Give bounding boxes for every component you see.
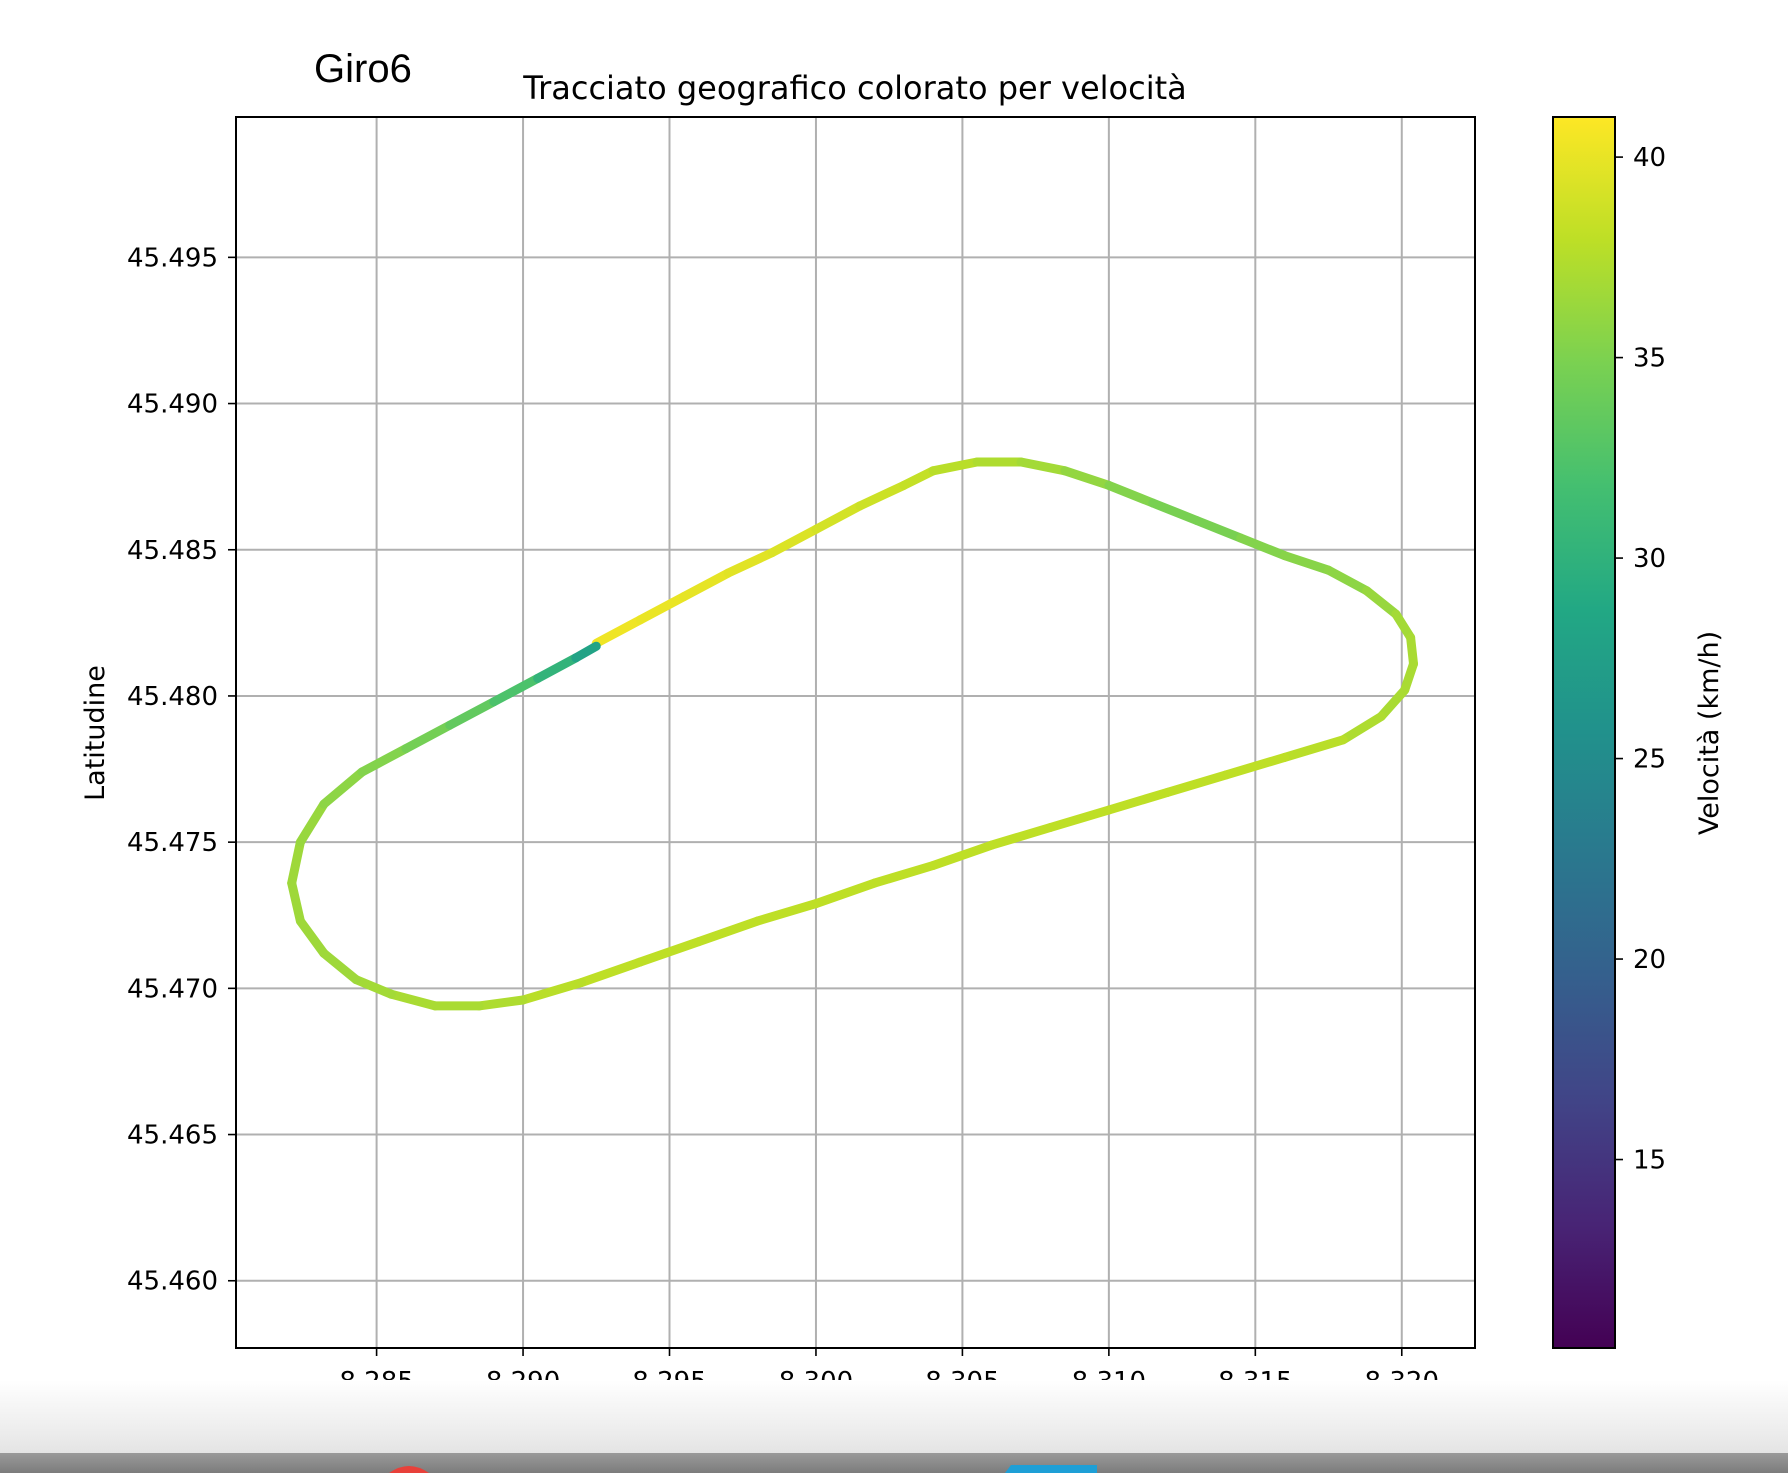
track-segment: [987, 823, 1055, 850]
track-segment: [287, 878, 305, 926]
track-segment: [1362, 586, 1401, 619]
track-segment: [1016, 457, 1070, 476]
track-segment: [1324, 565, 1372, 596]
track-segment: [1236, 533, 1290, 561]
track-segment: [723, 548, 777, 578]
track-segment: [811, 878, 879, 909]
colorbar-tick-label: 25: [1633, 745, 1666, 775]
speed-track: [287, 457, 1418, 1011]
y-tick-label: 45.475: [127, 828, 218, 858]
blue-dock-icon[interactable]: [1005, 1465, 1097, 1473]
track-segment: [899, 466, 938, 490]
track-segment: [694, 916, 762, 947]
track-segment: [445, 697, 499, 730]
track-segment: [870, 861, 938, 888]
track-segment: [571, 641, 601, 663]
colorbar-label: Velocità (km/h): [1694, 631, 1725, 835]
track-segment: [1280, 551, 1333, 575]
y-axis: 45.460 45.465 45.470 45.475 45.480 45.485 45.4…: [127, 243, 236, 1297]
track-segment: [357, 744, 411, 777]
track-segment: [928, 457, 982, 476]
track-segment: [295, 799, 329, 847]
y-axis-label: Latitudine: [80, 665, 111, 801]
track-segment: [1400, 659, 1418, 695]
colorbar-tick-label: 30: [1633, 544, 1666, 574]
grid: [236, 117, 1475, 1348]
y-tick-label: 45.495: [127, 243, 218, 273]
track-segment: [1060, 466, 1114, 490]
track-segment: [577, 957, 645, 987]
track-segment: [1221, 752, 1290, 780]
track-segment: [351, 975, 396, 999]
track-segment: [635, 592, 689, 625]
track-segment: [489, 673, 543, 707]
track-segment: [401, 720, 455, 754]
colorbar-tick-label: 35: [1633, 344, 1666, 374]
window-label: Giro6: [314, 47, 412, 91]
colorbar: [1552, 116, 1616, 1349]
track-segment: [1391, 609, 1416, 642]
track-segment: [1280, 735, 1348, 762]
track-segment: [635, 937, 704, 967]
track-segment: [1162, 770, 1231, 797]
track-segment: [811, 501, 865, 534]
track-segment: [287, 837, 305, 888]
track-segment: [386, 989, 440, 1011]
track-segment: [1148, 498, 1202, 525]
track-segment: [474, 995, 528, 1011]
track-segment: [319, 948, 361, 985]
track-segment: [767, 524, 821, 558]
track-segment: [319, 767, 367, 809]
y-tick-label: 45.470: [127, 974, 218, 1004]
track-segment: [518, 978, 587, 1005]
track-segment: [752, 899, 821, 926]
track-segment: [1192, 516, 1246, 543]
track-segment: [679, 568, 733, 601]
colorbar-tick-label: 40: [1633, 143, 1666, 173]
plot-frame: [235, 116, 1476, 1349]
track-segment: [1376, 685, 1410, 721]
colorbar-tick-label: 20: [1633, 945, 1666, 975]
track-segment: [1045, 805, 1114, 832]
y-tick-label: 45.480: [127, 682, 218, 712]
y-tick-label: 45.485: [127, 536, 218, 566]
track-segment: [855, 480, 909, 511]
colorbar-axis: 15 20 25 30 35 40: [1615, 143, 1666, 1176]
track-segment: [1104, 480, 1158, 508]
track-segment: [928, 840, 997, 870]
track-segment: [1338, 711, 1386, 745]
track-segment: [533, 653, 581, 683]
y-tick-label: 45.460: [127, 1267, 218, 1297]
colorbar-tick-label: 15: [1633, 1146, 1666, 1176]
chart-title: Tracciato geografico colorato per veloci…: [522, 69, 1187, 107]
y-tick-label: 45.465: [127, 1121, 218, 1151]
track-segment: [1104, 787, 1172, 815]
y-tick-label: 45.490: [127, 390, 218, 420]
track-segment: [591, 615, 645, 648]
dock-bar: [0, 1453, 1788, 1473]
red-dock-icon[interactable]: [387, 1465, 431, 1473]
track-segment: [295, 916, 329, 958]
